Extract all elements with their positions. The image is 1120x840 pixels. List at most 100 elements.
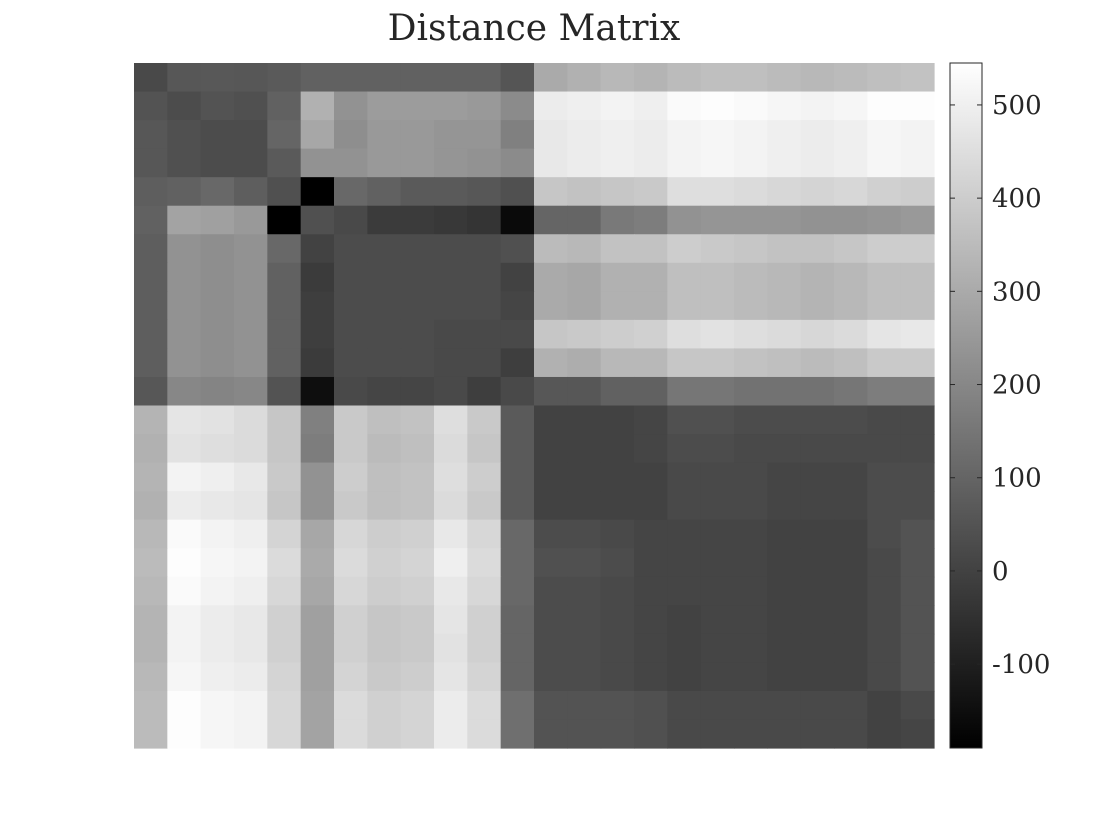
heatmap-cell <box>367 719 402 749</box>
heatmap-cell <box>634 120 668 150</box>
heatmap-cell <box>267 434 302 464</box>
heatmap-cell <box>334 376 368 407</box>
heatmap-cell <box>267 690 302 721</box>
heatmap-cell <box>834 177 868 207</box>
heatmap-cell <box>367 662 402 692</box>
heatmap-cell <box>134 519 168 549</box>
heatmap-cell <box>534 319 568 350</box>
heatmap-cell <box>867 576 902 606</box>
heatmap-cell <box>734 605 768 635</box>
heatmap-cell <box>400 319 435 350</box>
heatmap-cell <box>534 405 568 435</box>
heatmap-cell <box>200 605 235 635</box>
heatmap-cell <box>500 234 535 264</box>
heatmap-cell <box>800 348 835 378</box>
heatmap-cell <box>367 462 402 492</box>
heatmap-cell <box>400 262 435 292</box>
heatmap-cell <box>400 719 435 749</box>
heatmap-cell <box>234 234 268 264</box>
heatmap-cell <box>634 548 668 578</box>
heatmap-cell <box>234 319 268 350</box>
heatmap-cell <box>167 719 202 749</box>
heatmap-cell <box>200 491 235 521</box>
heatmap-cell <box>167 405 202 435</box>
heatmap-cell <box>367 262 402 292</box>
heatmap-cell <box>167 177 202 207</box>
heatmap-cell <box>600 548 635 578</box>
heatmap-cell <box>600 434 635 464</box>
heatmap-cell <box>767 63 802 93</box>
heatmap-cell <box>267 491 302 521</box>
heatmap-cell <box>300 234 335 264</box>
heatmap-cell <box>434 348 468 378</box>
heatmap-cell <box>800 376 835 407</box>
heatmap-cell <box>900 205 935 235</box>
heatmap-cell <box>834 376 868 407</box>
heatmap-cell <box>600 63 635 93</box>
heatmap-cell <box>600 605 635 635</box>
heatmap-cell <box>867 519 902 549</box>
heatmap-cell <box>467 177 502 207</box>
heatmap-cell <box>767 234 802 264</box>
heatmap-cell <box>467 576 502 606</box>
heatmap-cell <box>567 63 602 93</box>
heatmap-cell <box>400 690 435 721</box>
heatmap-cell <box>800 262 835 292</box>
heatmap-cell <box>500 63 535 93</box>
heatmap-cell <box>834 548 868 578</box>
heatmap-cell <box>834 690 868 721</box>
heatmap-cell <box>834 63 868 93</box>
heatmap-cell <box>700 519 735 549</box>
heatmap-cell <box>734 91 768 121</box>
heatmap-cell <box>434 576 468 606</box>
heatmap-cell <box>200 690 235 721</box>
heatmap-cell <box>134 234 168 264</box>
heatmap-cell <box>167 662 202 692</box>
heatmap-cell <box>500 177 535 207</box>
heatmap-cell <box>467 291 502 321</box>
heatmap-cell <box>500 576 535 606</box>
heatmap-cell <box>900 548 935 578</box>
heatmap-cell <box>567 548 602 578</box>
heatmap-cell <box>200 576 235 606</box>
heatmap-cell <box>500 91 535 121</box>
heatmap-cell <box>334 519 368 549</box>
heatmap-cell <box>334 633 368 663</box>
heatmap-cell <box>667 376 702 407</box>
heatmap-cell <box>534 91 568 121</box>
heatmap-cell <box>200 205 235 235</box>
heatmap-cell <box>867 291 902 321</box>
heatmap-cell <box>700 576 735 606</box>
heatmap-cell <box>434 548 468 578</box>
heatmap-cell <box>767 262 802 292</box>
heatmap-cell <box>267 376 302 407</box>
heatmap-cell <box>734 690 768 721</box>
heatmap-cell <box>334 434 368 464</box>
heatmap-cell <box>434 63 468 93</box>
heatmap-cell <box>167 91 202 121</box>
heatmap-cell <box>234 719 268 749</box>
heatmap-cell <box>467 405 502 435</box>
heatmap-cell <box>867 148 902 178</box>
heatmap-cell <box>700 319 735 350</box>
heatmap-cell <box>467 434 502 464</box>
heatmap-cell <box>567 148 602 178</box>
heatmap-cell <box>734 548 768 578</box>
heatmap-cell <box>367 63 402 93</box>
heatmap-cell <box>234 291 268 321</box>
heatmap-cell <box>500 348 535 378</box>
heatmap-cell <box>600 348 635 378</box>
heatmap-cell <box>334 690 368 721</box>
heatmap-cell <box>567 348 602 378</box>
heatmap-cell <box>700 462 735 492</box>
heatmap-cell <box>367 319 402 350</box>
heatmap-cell <box>467 662 502 692</box>
colorbar-tick-label: 200 <box>992 371 1042 401</box>
heatmap-cell <box>834 719 868 749</box>
heatmap-cell <box>167 148 202 178</box>
heatmap-cell <box>467 462 502 492</box>
heatmap-cell <box>867 91 902 121</box>
heatmap-cell <box>534 434 568 464</box>
heatmap-cell <box>500 120 535 150</box>
